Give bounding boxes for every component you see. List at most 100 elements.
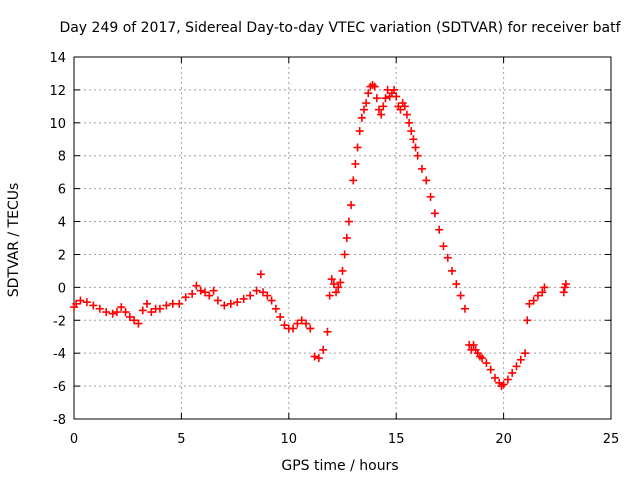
- plot-frame: [73, 56, 612, 420]
- data-point: [209, 286, 218, 295]
- y-tick-label: 0: [58, 281, 66, 296]
- x-tick-label: 0: [70, 432, 78, 447]
- data-point: [112, 308, 121, 317]
- data-point: [561, 280, 570, 289]
- data-point: [323, 327, 332, 336]
- data-point: [379, 102, 388, 111]
- data-point: [377, 110, 386, 119]
- data-point: [499, 380, 508, 389]
- data-point: [89, 301, 98, 310]
- data-point: [342, 234, 351, 242]
- data-point: [325, 291, 334, 300]
- data-point: [340, 250, 349, 259]
- y-tick-label: 6: [58, 183, 66, 198]
- data-point: [220, 301, 229, 310]
- data-point: [338, 266, 347, 275]
- data-point: [293, 319, 302, 328]
- data-point: [508, 368, 517, 377]
- data-point: [226, 299, 235, 308]
- data-point: [349, 176, 358, 185]
- data-point: [400, 102, 409, 111]
- data-point: [233, 298, 242, 307]
- data-point: [503, 375, 512, 384]
- data-point: [525, 299, 534, 308]
- data-point: [478, 354, 487, 363]
- y-tick-label: 2: [58, 248, 66, 263]
- y-axis-title: SDTVAR / TECUs: [6, 183, 22, 298]
- y-axis: -8 -6 -4 -2 0 2 4 6 8 10 12 14: [49, 51, 611, 428]
- data-point: [263, 291, 272, 300]
- data-point: [147, 308, 156, 317]
- data-point: [162, 301, 171, 310]
- data-point: [205, 291, 214, 300]
- data-point: [336, 278, 345, 287]
- data-point: [280, 321, 289, 330]
- data-point: [134, 319, 143, 328]
- data-point: [310, 352, 319, 361]
- data-point: [529, 296, 538, 305]
- data-point: [155, 304, 164, 313]
- data-point: [72, 299, 81, 308]
- data-point: [407, 127, 416, 136]
- data-point: [469, 340, 478, 349]
- data-point: [117, 303, 126, 312]
- data-point: [201, 288, 210, 297]
- data-point: [327, 275, 336, 284]
- y-tick-label: -6: [53, 380, 66, 395]
- y-tick-label: -8: [53, 413, 66, 428]
- data-point: [143, 299, 152, 308]
- data-point: [443, 253, 452, 262]
- data-point: [396, 105, 405, 114]
- x-axis-title: GPS time / hours: [281, 458, 398, 474]
- x-tick-label: 5: [177, 432, 185, 447]
- y-tick-label: 14: [49, 51, 66, 66]
- data-point: [76, 296, 85, 305]
- data-point: [409, 135, 418, 144]
- data-point: [192, 281, 201, 290]
- data-point: [533, 291, 542, 300]
- data-point: [538, 288, 547, 297]
- data-point: [351, 159, 360, 168]
- data-point: [130, 316, 139, 325]
- data-point: [289, 324, 298, 333]
- data-point: [306, 324, 315, 333]
- y-tick-label: 8: [58, 150, 66, 165]
- data-point: [559, 288, 568, 297]
- data-point: [435, 225, 444, 234]
- data-point: [108, 309, 117, 318]
- data-point: [314, 354, 323, 363]
- data-point: [402, 110, 411, 119]
- data-point: [405, 118, 414, 127]
- y-tick-label: 12: [49, 84, 66, 99]
- data-point: [357, 113, 366, 122]
- data-point: [188, 289, 197, 298]
- data-point: [456, 291, 465, 300]
- data-point: [516, 355, 525, 364]
- data-point: [256, 270, 265, 279]
- data-point: [82, 298, 91, 307]
- data-point: [355, 127, 364, 136]
- data-point: [390, 85, 399, 94]
- data-point: [370, 82, 379, 91]
- data-point: [372, 94, 381, 103]
- data-point: [540, 283, 549, 292]
- data-point: [125, 312, 134, 321]
- data-point: [252, 286, 261, 295]
- x-tick-label: 10: [281, 432, 298, 447]
- data-point: [364, 89, 373, 98]
- data-point: [276, 312, 285, 321]
- data-point: [362, 99, 371, 108]
- y-tick-label: 4: [58, 216, 66, 231]
- data-point: [95, 304, 104, 313]
- data-point: [196, 286, 205, 295]
- y-tick-label: 10: [49, 117, 66, 132]
- data-point: [297, 316, 306, 325]
- data-point: [359, 105, 368, 114]
- data-point: [413, 151, 422, 160]
- data-point: [329, 280, 338, 289]
- data-point: [271, 304, 280, 313]
- data-point: [417, 164, 426, 173]
- x-tick-label: 20: [495, 432, 512, 447]
- data-point: [422, 176, 431, 185]
- data-point: [375, 105, 384, 114]
